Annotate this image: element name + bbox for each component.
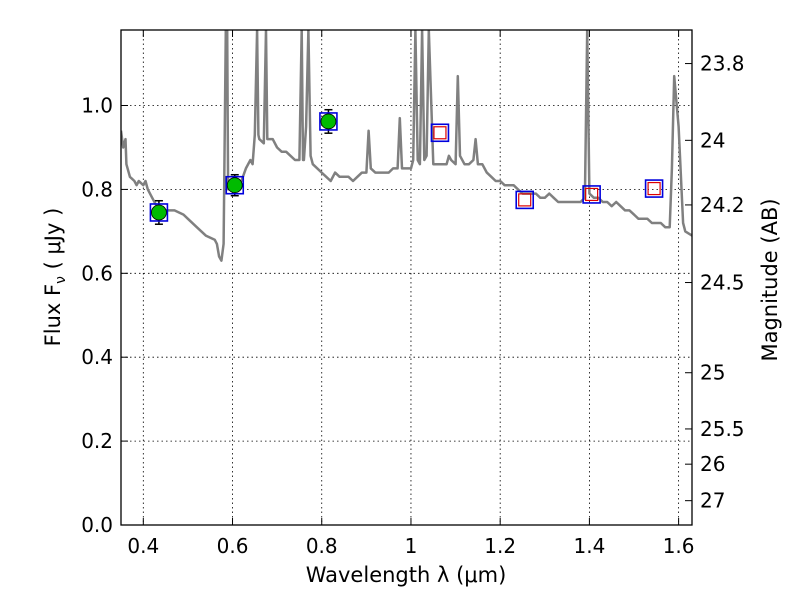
- spectrum-polyline: [121, 30, 692, 262]
- y2-tick-label: 24.2: [700, 193, 745, 217]
- y-axis-label-subscript: ν: [53, 276, 69, 284]
- y-axis-label-unit: ( μJy ): [41, 208, 65, 276]
- model-marker: [582, 185, 601, 204]
- x-tick-label: 0.6: [217, 534, 249, 558]
- y2-tick-label: 24.5: [700, 271, 745, 295]
- y-tick-label: 1.0: [81, 94, 113, 118]
- upper-limit-marker: [518, 193, 532, 207]
- photometry-markers: [149, 108, 664, 225]
- y2-tick-label: 24: [700, 128, 725, 152]
- x-tick-label: 0.8: [306, 534, 338, 558]
- spectrum-line: [121, 30, 692, 262]
- x-tick-label: 0.4: [127, 534, 159, 558]
- y2-tick-label: 27: [700, 489, 725, 513]
- y2-tick-label: 25.5: [700, 417, 745, 441]
- y-tick-label: 0.4: [81, 345, 113, 369]
- plot-frame: [120, 29, 693, 526]
- upper-limit-marker: [647, 181, 661, 196]
- grid: [121, 30, 692, 526]
- model-marker: [644, 179, 664, 198]
- model-marker: [319, 112, 338, 131]
- y2-tick-label: 23.8: [700, 52, 745, 76]
- y2-axis-label: Magnitude (AB): [758, 198, 782, 361]
- model-marker: [430, 123, 450, 143]
- x-axis-label: Wavelength λ (μm): [306, 563, 507, 587]
- y-tick-label: 0.0: [81, 513, 113, 537]
- upper-limit-marker: [433, 126, 447, 140]
- x-tick-label: 1.2: [484, 534, 516, 558]
- model-marker: [149, 203, 169, 222]
- upper-limit-marker: [585, 187, 599, 202]
- y-tick-label: 0.2: [81, 429, 113, 453]
- observed-point: [320, 113, 337, 130]
- observed-point: [226, 177, 243, 194]
- model-marker: [225, 175, 245, 195]
- x-tick-label: 1: [405, 534, 418, 558]
- y2-tick-label: 25: [700, 361, 725, 385]
- x-tick-label: 1.4: [573, 534, 605, 558]
- model-marker: [515, 190, 535, 210]
- y-axis-label: Flux Fν ( μJy ): [41, 208, 69, 347]
- y-tick-label: 0.8: [81, 177, 113, 201]
- observed-point: [151, 204, 167, 221]
- y2-tick-label: 26: [700, 452, 725, 476]
- x-axis-ticks: 0.4 0.6 0.8 1 1.2 1.4 1.6: [127, 30, 695, 558]
- y-axis-ticks: 0.0 0.2 0.4 0.6 0.8 1.0: [81, 94, 128, 537]
- y2-axis-ticks: 23.8 24 24.2 24.5 25 25.5 26 27: [685, 52, 745, 513]
- y-tick-label: 0.6: [81, 261, 113, 285]
- x-tick-label: 1.6: [663, 534, 695, 558]
